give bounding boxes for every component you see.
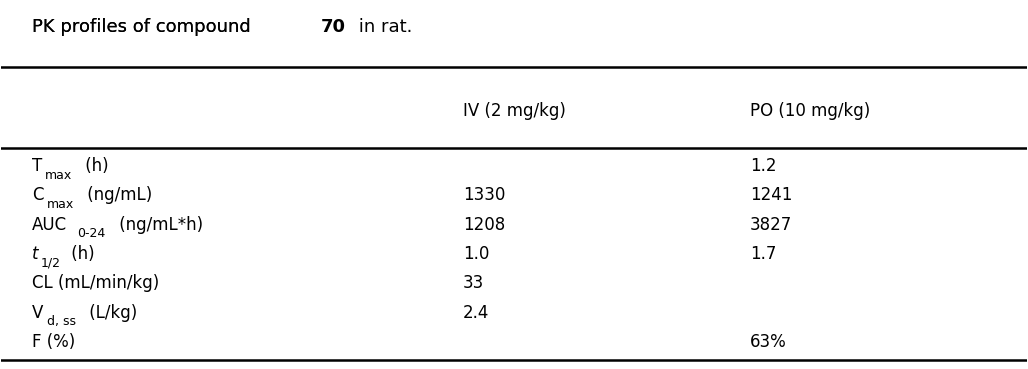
Text: CL (mL/min/kg): CL (mL/min/kg) bbox=[32, 275, 159, 292]
Text: 1/2: 1/2 bbox=[40, 257, 61, 270]
Text: 1241: 1241 bbox=[749, 186, 793, 204]
Text: (L/kg): (L/kg) bbox=[84, 304, 138, 322]
Text: 33: 33 bbox=[463, 275, 484, 292]
Text: max: max bbox=[45, 169, 73, 182]
Text: in rat.: in rat. bbox=[354, 18, 412, 36]
Text: PK profiles of compound: PK profiles of compound bbox=[32, 18, 257, 36]
Text: V: V bbox=[32, 304, 43, 322]
Text: T: T bbox=[32, 157, 42, 175]
Text: F (%): F (%) bbox=[32, 333, 75, 351]
Text: d, ss: d, ss bbox=[47, 315, 76, 328]
Text: 70: 70 bbox=[321, 18, 346, 36]
Text: 0-24: 0-24 bbox=[77, 227, 106, 241]
Text: 1.2: 1.2 bbox=[749, 157, 776, 175]
Text: 1330: 1330 bbox=[463, 186, 505, 204]
Text: (h): (h) bbox=[80, 157, 109, 175]
Text: (ng/mL*h): (ng/mL*h) bbox=[114, 216, 203, 234]
Text: AUC: AUC bbox=[32, 216, 67, 234]
Text: t: t bbox=[32, 245, 39, 263]
Text: PO (10 mg/kg): PO (10 mg/kg) bbox=[749, 102, 870, 120]
Text: 3827: 3827 bbox=[749, 216, 792, 234]
Text: (h): (h) bbox=[66, 245, 95, 263]
Text: IV (2 mg/kg): IV (2 mg/kg) bbox=[463, 102, 565, 120]
Text: PK profiles of compound: PK profiles of compound bbox=[32, 18, 257, 36]
Text: 63%: 63% bbox=[749, 333, 786, 351]
Text: C: C bbox=[32, 186, 43, 204]
Text: 2.4: 2.4 bbox=[463, 304, 489, 322]
Text: 1208: 1208 bbox=[463, 216, 505, 234]
Text: 1.7: 1.7 bbox=[749, 245, 776, 263]
Text: (ng/mL): (ng/mL) bbox=[82, 186, 152, 204]
Text: 1.0: 1.0 bbox=[463, 245, 489, 263]
Text: max: max bbox=[47, 198, 74, 211]
